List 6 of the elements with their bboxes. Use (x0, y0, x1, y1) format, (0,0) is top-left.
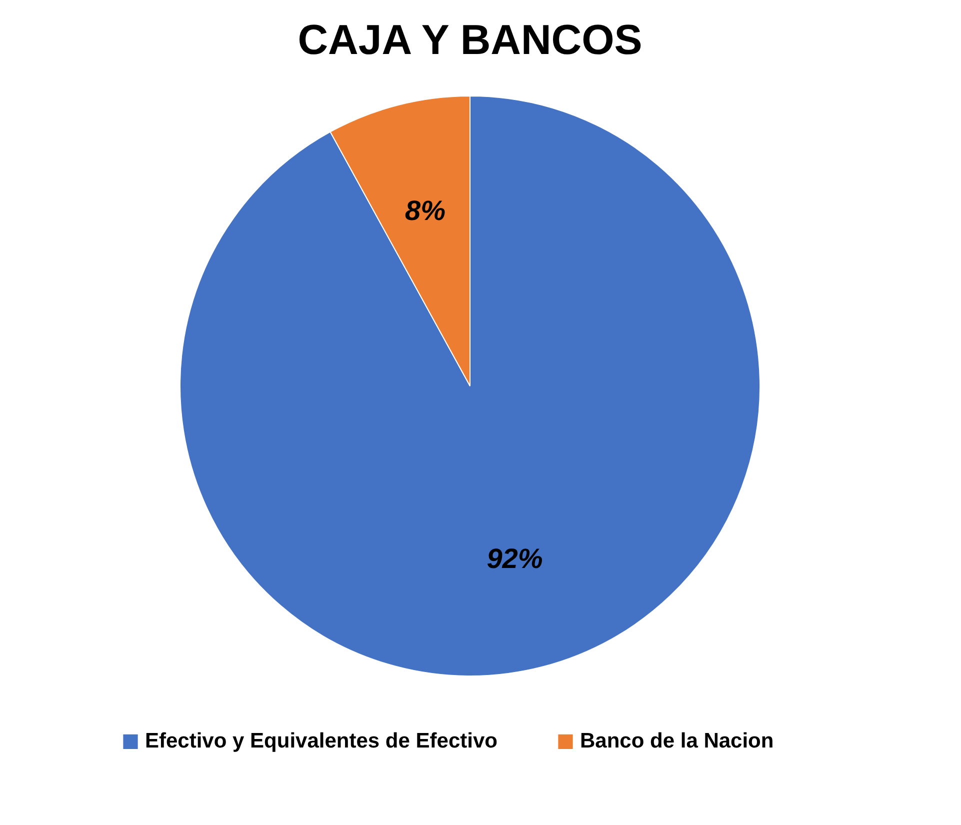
legend-label: Efectivo y Equivalentes de Efectivo (145, 730, 498, 753)
pie-slice (180, 96, 760, 676)
chart-title: CAJA Y BANCOS (298, 16, 642, 63)
legend-label: Banco de la Nacion (580, 730, 774, 753)
data-label: 8% (405, 194, 446, 226)
data-label: 92% (486, 543, 543, 574)
